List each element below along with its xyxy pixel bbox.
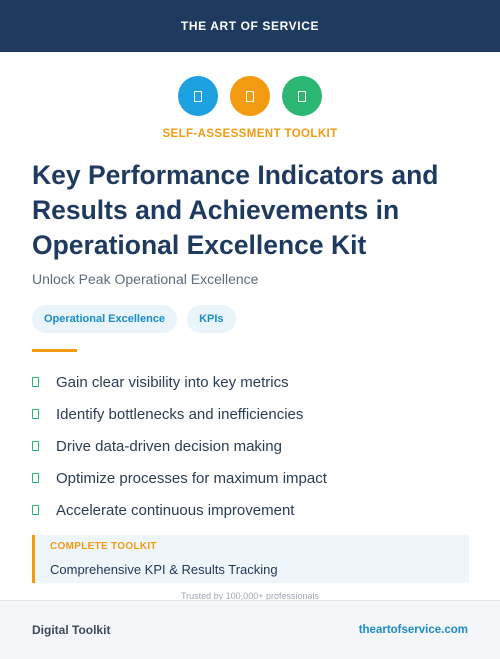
brand-name: THE ART OF SERVICE [180,19,320,33]
tag-list: Operational Excellence KPIs [32,305,236,333]
check-icon [32,473,39,483]
accent-divider [32,349,77,352]
list-item: Identify bottlenecks and inefficiencies [32,398,327,430]
document-icon [246,90,254,102]
document-icon-blue [178,76,218,116]
kicker-label: SELF-ASSESSMENT TOOLKIT [162,128,338,140]
icon-row [0,76,500,116]
footer-label: Digital Toolkit [32,623,111,637]
document-icon [298,90,306,102]
footer: Digital Toolkit theartofservice.com [0,600,500,659]
website-link[interactable]: theartofservice.com [358,624,468,636]
list-item-text: Accelerate continuous improvement [56,501,295,519]
list-item: Accelerate continuous improvement [32,494,327,526]
check-icon [32,441,39,451]
page-title: Key Performance Indicators and Results a… [32,160,439,260]
list-item-text: Optimize processes for maximum impact [56,469,327,487]
subtitle: Unlock Peak Operational Excellence [32,271,259,287]
trusted-note: Trusted by 100,000+ professionals [180,591,319,601]
header-bar: THE ART OF SERVICE [0,0,500,52]
document-icon [194,90,202,102]
list-item-text: Gain clear visibility into key metrics [56,373,289,391]
callout-text: Comprehensive KPI & Results Tracking [50,562,278,577]
document-icon-orange [230,76,270,116]
list-item: Optimize processes for maximum impact [32,462,327,494]
check-icon [32,377,39,387]
list-item: Gain clear visibility into key metrics [32,366,327,398]
check-icon [32,505,39,515]
benefit-list: Gain clear visibility into key metrics I… [32,366,327,526]
list-item: Drive data-driven decision making [32,430,327,462]
list-item-text: Identify bottlenecks and inefficiencies [56,405,304,423]
check-icon [32,409,39,419]
list-item-text: Drive data-driven decision making [56,437,282,455]
callout-label: COMPLETE TOOLKIT [50,541,157,552]
tag-operational-excellence: Operational Excellence [32,305,178,333]
tag-kpis: KPIs [187,305,236,333]
document-icon-green [282,76,322,116]
toolkit-callout: COMPLETE TOOLKIT Comprehensive KPI & Res… [32,535,469,583]
